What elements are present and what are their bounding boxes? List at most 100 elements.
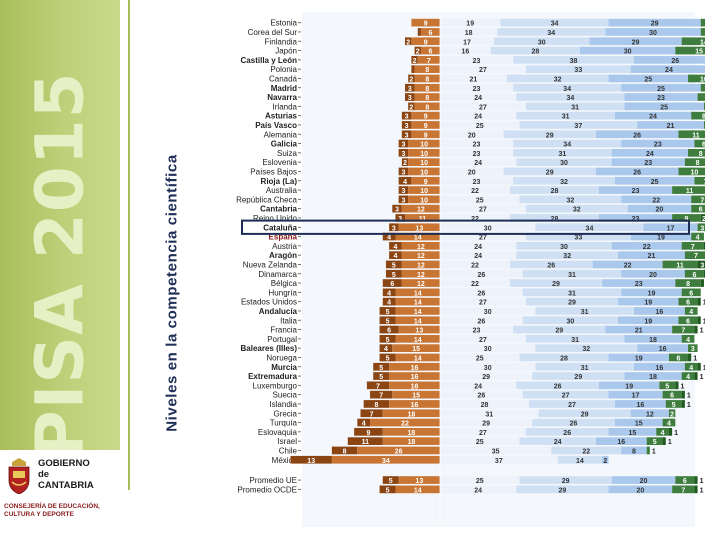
data-label: 6 [683,478,687,485]
data-label: 10 [420,160,428,167]
data-label: 1 [687,393,691,400]
data-label: 28 [532,49,540,56]
data-label: 18 [465,30,473,37]
data-label: 1 [700,478,704,485]
bar-segment-level-3 [519,121,638,129]
highlight-box [241,219,690,235]
bar-segment-level-4 [614,176,695,185]
data-label: 18 [407,430,415,437]
chart-row: Australia310222823113 [266,186,705,195]
row-label: Murcia [271,363,297,372]
chart-row: Promedio OCDE 5 14 24 29 20 7 1 [237,485,703,494]
bar-segment-level-2 [440,335,526,343]
chart-row: Nueva Zelanda 5 12 22 26 22 11 3 [243,260,705,269]
bar-segment-level-4 [608,390,663,399]
data-label: 15 [635,421,643,428]
bar-segment-level-5 [672,214,701,222]
bar-segment-level-5 [684,269,704,278]
bar-segment-level-5 [691,232,704,241]
data-label: 26 [547,262,555,269]
bar-segment-level-1 [408,186,440,194]
data-label: 32 [563,253,571,260]
data-label: 9 [424,39,428,46]
chart-row: Polonia1827332492 [270,65,705,74]
bar-segment-level-4 [608,353,669,362]
bar-segment-level-2 [440,195,520,204]
bar-segment-level-2 [440,149,514,157]
bar-segment-level-1 [414,93,440,101]
data-label: 30 [649,30,657,37]
data-label: 28 [481,402,489,409]
row-label: Portugal [267,335,297,344]
data-label: 7 [427,58,431,65]
data-label: 8 [425,67,429,74]
row-label: Finlandia [265,37,298,46]
bar-segment-level-4 [627,204,692,213]
data-label: 4 [394,253,398,260]
bar-segment-level-1 [389,362,440,371]
bar-segment-level-3 [532,418,615,427]
data-label: 7 [691,244,695,251]
bar-segment-level-2 [440,251,517,259]
bar-segment-level-5 [697,93,705,101]
data-label: 24 [665,67,673,74]
bar-segment-level-5 [668,353,689,362]
chart-row: España 4 14 27 33 19 4 [269,233,704,242]
data-label: 4 [689,309,693,316]
bar-segment-level-2 [440,167,504,176]
data-label: 31 [568,272,576,279]
data-label: 11 [692,132,700,139]
bar-segment-level-2 [440,204,526,213]
bar-segment-level-0 [398,176,412,185]
data-label: 9 [424,132,428,139]
row-label: Reino Unido [253,214,298,223]
data-label: 11 [419,216,427,223]
data-label: 8 [425,104,429,111]
data-label: 19 [648,290,656,297]
bar-segment-level-5 [678,130,705,139]
data-label: 29 [546,169,554,176]
data-label: 22 [471,216,479,223]
data-label: 5 [653,439,657,446]
bar-segment-level-3 [516,251,619,259]
bar-segment-level-6 [694,485,698,494]
data-label: 23 [632,188,640,195]
bar-segment-level-6 [694,372,698,380]
bar-segment-level-5 [691,204,705,213]
data-label: 4 [689,365,693,372]
bar-segment-level-4 [602,279,676,287]
row-label: Promedio OCDE [237,485,297,494]
data-label: 24 [474,95,482,102]
bar-segment-level-2 [440,260,510,269]
chart-row: Austria41224302271 [272,242,705,251]
data-label: 6 [429,49,433,56]
chart-row: Cantabria31227322061 [260,205,705,214]
data-label: 6 [429,30,433,37]
bar-segment-level-2 [440,18,501,27]
data-label: 20 [640,478,648,485]
chart-row: Finlandia29173029143 [265,37,705,46]
data-label: 30 [560,160,568,167]
data-label: 8 [696,160,700,167]
data-label: 8 [343,448,347,455]
bar-segment-level-1 [411,176,440,185]
bar-segment-level-0 [379,344,393,352]
data-label: 12 [417,272,425,279]
data-label: 26 [477,318,485,325]
chart-row: Extremadura 5 16 29 29 18 4 1 [248,372,704,381]
data-label: 26 [671,58,679,65]
data-label: 4 [384,346,388,353]
chart-row: Francia 6 13 23 29 21 7 1 [270,326,703,335]
data-label: 10 [691,169,699,176]
data-label: 23 [654,142,662,149]
bar-segment-level-6 [662,437,666,445]
bar-segment-level-1 [395,297,440,306]
data-label: 3 [700,225,704,232]
bar-segment-level-0 [392,204,402,213]
bar-segment-level-3 [500,18,609,27]
bar-segment-level-5 [681,288,701,297]
chart-row: Baleares (Illes) 4 15 30 32 16 3 [241,344,698,353]
bar-segment-level-3 [525,204,628,213]
bar-segment-level-5 [688,344,698,352]
data-label: 3 [395,207,399,214]
